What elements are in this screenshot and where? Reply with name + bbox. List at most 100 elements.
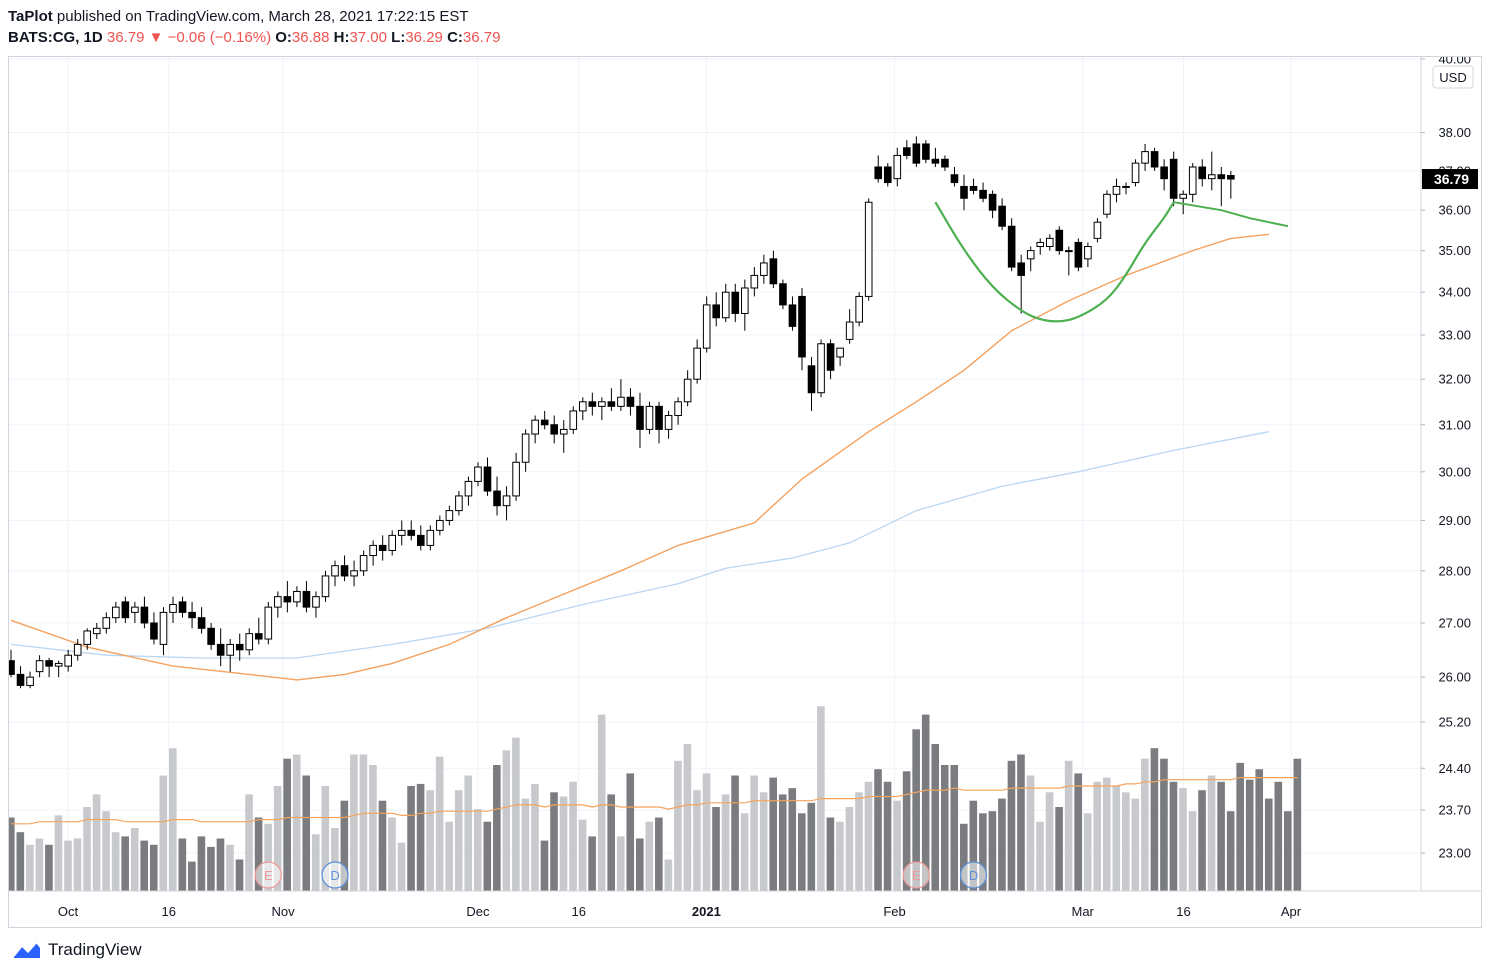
candle-down	[493, 490, 501, 507]
candle-down	[16, 673, 25, 686]
chart-frame[interactable]: EDED40.0038.0037.0036.0035.0034.0033.003…	[8, 56, 1482, 928]
event-marker-letter: E	[912, 868, 921, 883]
volume-bar	[998, 798, 1006, 891]
candle-up	[445, 510, 454, 521]
price-tick-label: 32.00	[1438, 372, 1471, 387]
volume-bar	[502, 750, 511, 891]
volume-ma-line	[11, 777, 1298, 825]
time-tick-label: 2021	[692, 904, 721, 919]
price-tick-label: 23.70	[1438, 803, 1471, 818]
candle-down	[150, 622, 158, 640]
volume-bar	[1245, 779, 1254, 891]
volume-bar	[616, 836, 625, 891]
volume-bar	[893, 800, 901, 891]
volume-bar	[1141, 758, 1149, 891]
candle-up	[464, 480, 473, 497]
volume-bar	[45, 844, 53, 891]
price-tick-label: 27.00	[1438, 615, 1471, 630]
candle-up	[1179, 193, 1187, 199]
volume-bar	[1236, 762, 1244, 891]
volume-bar	[26, 844, 34, 891]
volume-bar	[235, 859, 244, 891]
last-price-badge	[1422, 169, 1478, 190]
volume-bar	[493, 765, 501, 891]
volume-bar	[1264, 798, 1273, 891]
volume-bar	[683, 744, 692, 891]
price-tick-label: 38.00	[1438, 125, 1471, 140]
candle-down	[1150, 151, 1159, 168]
volume-bar	[931, 744, 940, 891]
volume-bar	[1007, 760, 1016, 891]
volume-bar	[1102, 777, 1111, 891]
volume-bar	[397, 842, 406, 891]
volume-bar	[140, 840, 149, 891]
volume-bar	[559, 796, 568, 891]
candle-up	[245, 633, 254, 651]
candle-down	[969, 185, 978, 191]
volume-bar	[111, 832, 120, 891]
event-marker-letter: D	[330, 868, 339, 883]
volume-bar	[245, 794, 253, 891]
time-tick-label: 16	[162, 904, 176, 919]
volume-bar	[607, 794, 615, 891]
candle-down	[883, 166, 892, 184]
brand-name[interactable]: TradingView	[48, 940, 142, 959]
candle-up	[531, 419, 539, 435]
candle-down	[207, 627, 215, 645]
volume-bar	[83, 807, 91, 891]
symbol-label[interactable]: BATS:CG, 1D	[8, 29, 103, 46]
chart-header: TaPlot published on TradingView.com, Mar…	[8, 6, 500, 48]
price-tick-label: 28.00	[1438, 563, 1471, 578]
volume-bar	[283, 758, 291, 891]
volume-bar	[35, 838, 44, 891]
candle-up	[102, 617, 111, 629]
price-chart[interactable]: EDED40.0038.0037.0036.0035.0034.0033.003…	[9, 57, 1481, 927]
candle-up	[569, 410, 578, 430]
volume-bar	[359, 754, 368, 891]
tradingview-logo-icon[interactable]	[12, 940, 42, 960]
candle-up	[455, 495, 463, 512]
candle-down	[483, 466, 492, 492]
candle-down	[1160, 166, 1168, 180]
candle-down	[798, 295, 806, 358]
volume-bar	[778, 794, 787, 891]
earnings-event-icon	[254, 861, 282, 889]
candle-up	[702, 304, 711, 349]
candle-down	[712, 304, 721, 319]
ma200-line	[10, 431, 1270, 659]
volume-bar	[645, 821, 654, 891]
candle-up	[1207, 174, 1216, 180]
handle-annotation	[1173, 201, 1289, 228]
time-tick-label: Dec	[466, 904, 490, 919]
candle-up	[388, 534, 396, 551]
published-text: published on TradingView.com, March 28, …	[56, 8, 469, 25]
candle-up	[436, 519, 444, 531]
candle-up	[683, 378, 692, 403]
author-name[interactable]: TaPlot	[8, 8, 53, 25]
candle-up	[321, 575, 330, 598]
price-tick-label: 34.00	[1438, 285, 1471, 300]
volume-bar	[788, 788, 797, 891]
candle-down	[941, 158, 949, 168]
price-change: −0.06 (−0.16%)	[167, 29, 272, 46]
candle-up	[864, 201, 873, 297]
volume-bar	[416, 783, 425, 891]
volume-bar	[874, 769, 882, 891]
candle-up	[35, 660, 44, 673]
candle-up	[359, 555, 368, 572]
volume-bar	[388, 817, 396, 891]
candle-up	[159, 611, 168, 645]
volume-bar	[693, 790, 701, 891]
volume-bar	[254, 817, 263, 891]
candle-up	[64, 654, 72, 667]
volume-bar	[149, 844, 158, 891]
candle-down	[1217, 174, 1226, 180]
volume-bar	[188, 861, 196, 891]
price-tick-label: 33.00	[1438, 328, 1471, 343]
candle-down	[588, 401, 597, 407]
ohlc-line: BATS:CG, 1D 36.79 ▼ −0.06 (−0.16%) O:36.…	[8, 27, 500, 48]
volume-bar	[521, 798, 530, 891]
last-price-label: 36.79	[1434, 171, 1469, 187]
candle-down	[121, 601, 130, 619]
time-tick-label: 16	[1176, 904, 1190, 919]
